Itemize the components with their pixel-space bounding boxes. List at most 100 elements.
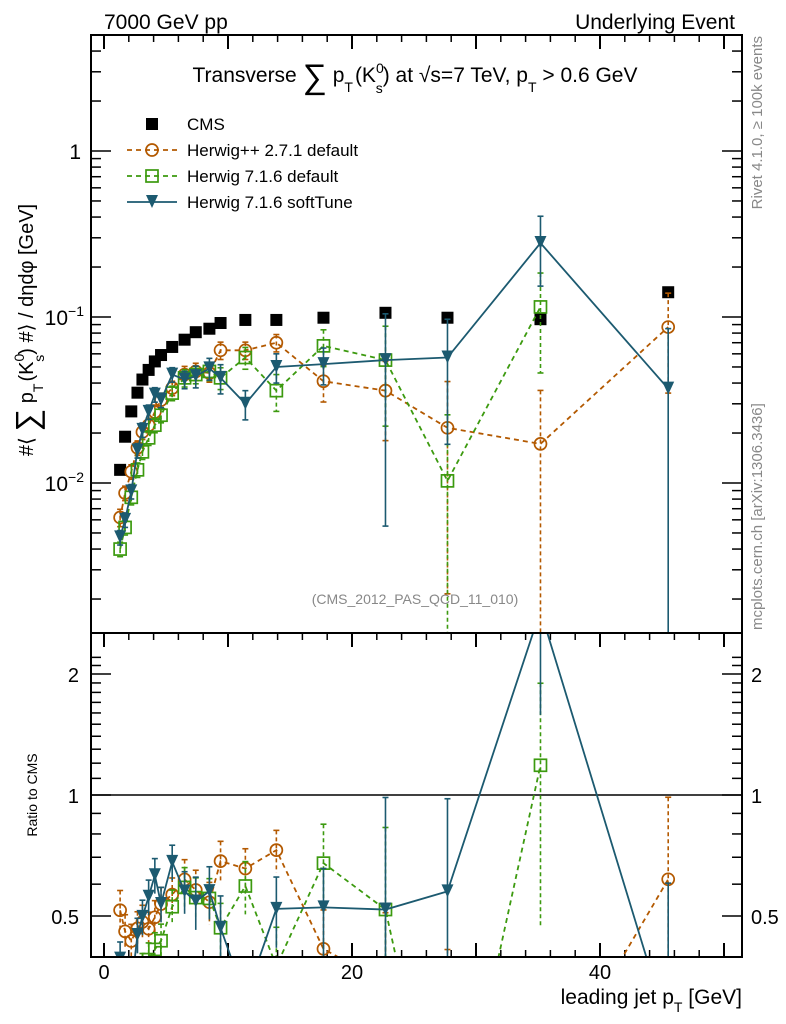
data-point [166,367,179,381]
ratio-data-point [270,960,282,972]
data-point [178,372,191,386]
data-point [125,484,138,498]
svg-text:leading jet pT [GeV]: leading jet pT [GeV] [561,986,742,1015]
ratio-plot-data [113,634,676,1002]
data-point [125,405,138,418]
ratio-data-point [165,899,180,914]
data-point [441,311,454,324]
data-point [136,422,149,436]
x-tick-label: 0 [98,962,109,984]
ratio-data-point [131,976,143,988]
ratio-data-point [119,989,131,1002]
ratio-series-herwig-7-1-6-softtune [114,634,672,1002]
ratio-data-point [441,884,454,898]
legend-entry: CMS [146,115,225,134]
series-cms [114,286,675,476]
svg-text:Transverse ∑ pT(K0: Transverse ∑ pT(K0 s) at √s=7 TeV, pT > 0… [192,58,637,96]
ratio-data-point [203,884,216,898]
data-point [238,350,253,365]
data-point [148,387,161,401]
data-point [379,306,392,319]
data-point [534,236,547,250]
data-point [270,313,283,326]
data-point [269,383,284,398]
data-point [239,396,252,410]
ratio-data-point [154,933,168,948]
data-point [136,373,149,386]
data-point [155,393,168,407]
legend-marker [146,195,158,208]
series-line [119,306,542,550]
ratio-data-point [114,981,126,993]
data-point [119,512,132,526]
legend-label: CMS [187,115,225,134]
series-herwig-7-1-6-default [113,272,548,632]
ratio-data-point [118,924,132,939]
mcplots-credit-text: mcplots.cern.ch [arXiv:1306.3436] [749,403,766,630]
legend-entry: Herwig 7.1.6 softTune [127,193,353,212]
y-axis-label: #⟨ ∑ pT(K0 s) #⟩ / dηdφ [GeV] [9,204,47,456]
ratio-data-point [269,843,284,857]
data-point [269,335,284,350]
ratio-y-tick-label-right: 1 [751,786,762,808]
data-point [533,437,548,451]
data-point [317,311,330,324]
ratio-data-point [166,854,179,868]
ratio-data-point [317,900,330,914]
ratio-data-point [136,964,148,976]
ratio-data-point [114,951,127,956]
data-point [441,350,454,364]
legend: CMS Herwig++ 2.7.1 default Herwig 7.1.6 de… [127,115,358,212]
ratio-y-tick-label-right: 0.5 [751,907,779,929]
data-point [155,349,168,362]
axis-tick-labels: 0 20 40 10−2 10−1 1 0.5 0.5 1 1 2 2 [45,141,779,984]
legend-entry: Herwig 7.1.6 default [127,167,338,186]
data-point [119,430,132,443]
series-line [119,326,669,518]
ratio-data-point [270,901,283,915]
ratio-data-point [214,920,227,934]
ratio-series-herwig-7-1-6-default [114,682,548,993]
rivet-version-text: Rivet 4.1.0, ≥ 100k events [749,36,766,209]
axis-ticks [91,35,742,957]
ratio-data-point [113,903,127,918]
ratio-data-point [379,902,392,916]
data-point [189,369,202,383]
ratio-y-tick-label: 2 [68,665,79,687]
data-point [166,340,179,353]
y-tick-label: 10−1 [45,303,85,330]
ratio-y-tick-label-right: 2 [751,665,762,687]
chart-title: Transverse ∑ pT(K0 s) at √s=7 TeV, pT > 0… [192,58,637,96]
y-tick-label: 10−2 [45,469,85,496]
data-point [270,359,283,373]
legend-entry: Herwig++ 2.7.1 default [127,141,358,160]
ratio-data-point [238,879,253,893]
legend-marker [145,169,159,183]
legend-marker [146,118,158,130]
data-point [662,381,675,395]
analysis-id: (CMS_2012_PAS_QCD_11_010) [312,591,519,607]
data-point [662,286,675,299]
data-point [131,443,144,457]
header-right: Underlying Event [575,11,735,34]
data-point [142,404,155,418]
y-tick-label: 1 [69,141,81,164]
ratio-y-axis-label: Ratio to CMS [24,753,40,836]
ratio-data-point [533,758,548,773]
data-point [203,322,216,335]
data-point [178,333,191,346]
x-axis-label: leading jet pT [GeV] [561,986,742,1015]
data-point [440,474,455,488]
legend-label: Herwig++ 2.7.1 default [187,141,358,160]
main-plot-data [113,215,676,632]
data-point [130,463,145,477]
data-point [239,313,252,326]
data-point [214,317,227,330]
ratio-data-point [189,894,202,908]
series-herwig-7-1-6-softtune [114,215,675,632]
ratio-y-tick-label: 0.5 [51,907,79,929]
data-point [379,353,392,367]
legend-label: Herwig 7.1.6 default [187,167,338,186]
ratio-data-point [379,978,391,990]
